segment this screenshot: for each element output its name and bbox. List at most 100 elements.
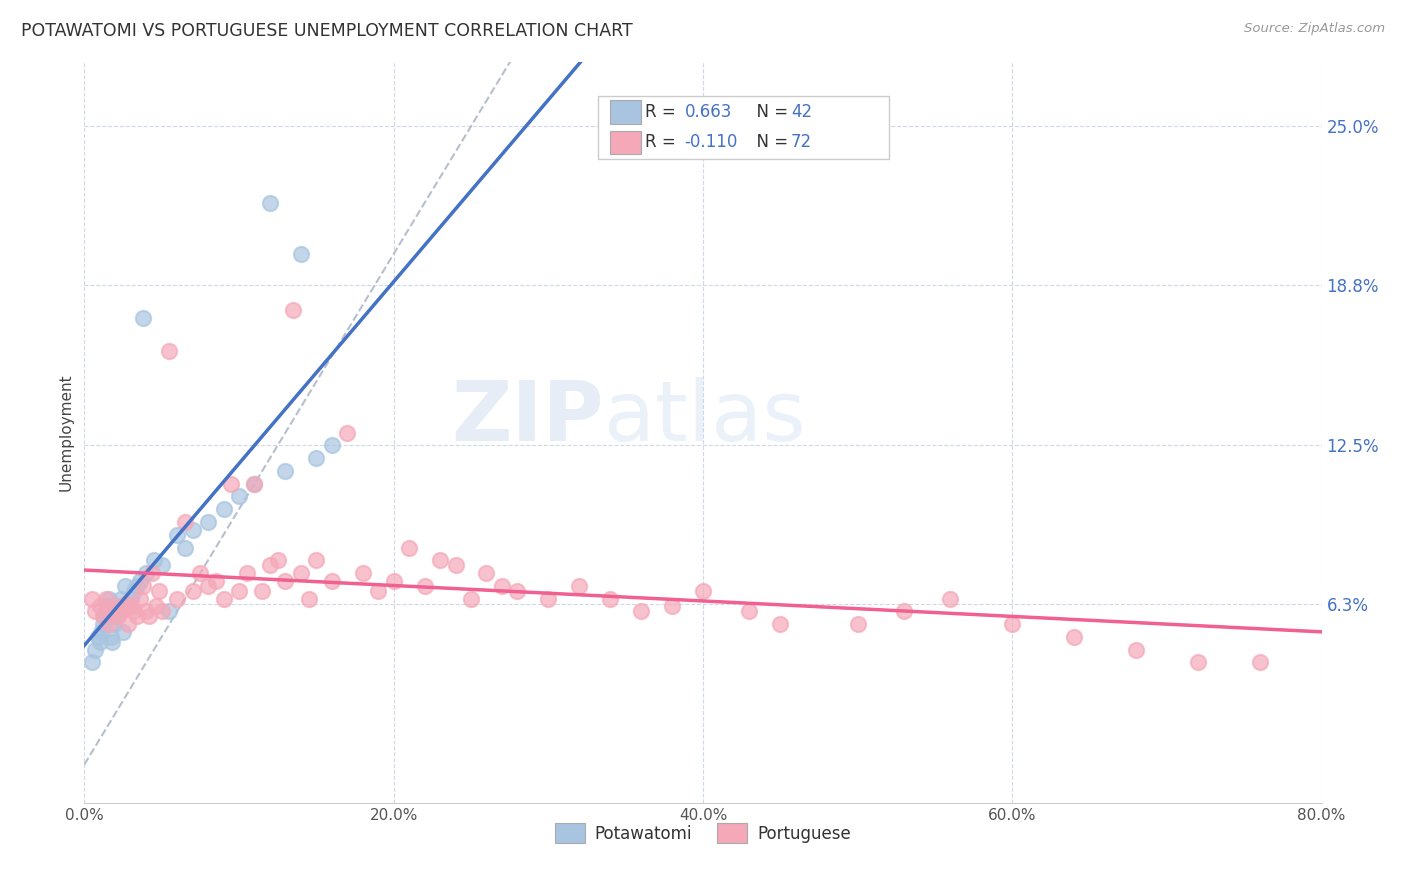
- Point: [91, 609, 114, 624]
- Point: [150, 604, 173, 618]
- Point: [129, 574, 152, 588]
- Point: [398, 541, 420, 555]
- Text: 0.663: 0.663: [685, 103, 731, 121]
- Point: [107, 609, 129, 624]
- Point: [181, 583, 204, 598]
- Point: [103, 617, 125, 632]
- Point: [174, 541, 197, 555]
- Point: [599, 591, 621, 606]
- Point: [1249, 656, 1271, 670]
- Point: [117, 617, 139, 632]
- Text: POTAWATOMI VS PORTUGUESE UNEMPLOYMENT CORRELATION CHART: POTAWATOMI VS PORTUGUESE UNEMPLOYMENT CO…: [21, 22, 633, 40]
- Point: [82, 656, 104, 670]
- Text: N =: N =: [747, 134, 793, 152]
- Point: [305, 451, 328, 466]
- Point: [321, 574, 343, 588]
- Point: [110, 604, 132, 618]
- Point: [281, 303, 305, 318]
- Point: [96, 599, 118, 614]
- Point: [174, 515, 197, 529]
- Point: [114, 597, 136, 611]
- Point: [444, 558, 467, 573]
- Text: ZIP: ZIP: [451, 377, 605, 458]
- Point: [122, 583, 145, 598]
- Legend: Potawatomi, Portuguese: Potawatomi, Portuguese: [548, 816, 858, 850]
- Point: [1063, 630, 1085, 644]
- Point: [1125, 642, 1147, 657]
- Point: [212, 502, 235, 516]
- Text: N =: N =: [747, 103, 793, 121]
- Point: [138, 609, 160, 624]
- Text: Source: ZipAtlas.com: Source: ZipAtlas.com: [1244, 22, 1385, 36]
- Point: [250, 583, 273, 598]
- Point: [107, 599, 129, 614]
- Point: [305, 553, 328, 567]
- Point: [1001, 617, 1024, 632]
- Point: [89, 635, 111, 649]
- Point: [181, 523, 204, 537]
- Bar: [610, 130, 641, 154]
- Y-axis label: Unemployment: Unemployment: [58, 374, 73, 491]
- Point: [382, 574, 405, 588]
- Point: [537, 591, 560, 606]
- Point: [506, 583, 529, 598]
- Point: [135, 566, 157, 580]
- Point: [114, 579, 136, 593]
- Point: [290, 247, 312, 261]
- Point: [228, 583, 250, 598]
- Point: [132, 579, 155, 593]
- Bar: [610, 100, 641, 124]
- Point: [132, 310, 155, 325]
- Point: [148, 583, 170, 598]
- Point: [460, 591, 482, 606]
- Point: [94, 591, 117, 606]
- Text: R =: R =: [645, 103, 681, 121]
- Text: atlas: atlas: [605, 377, 806, 458]
- Point: [692, 583, 714, 598]
- Point: [661, 599, 683, 614]
- Point: [235, 566, 259, 580]
- Point: [145, 599, 167, 614]
- Text: 42: 42: [790, 103, 813, 121]
- Point: [143, 553, 166, 567]
- Point: [166, 591, 188, 606]
- Point: [243, 476, 266, 491]
- Point: [491, 579, 513, 593]
- Point: [367, 583, 389, 598]
- Point: [630, 604, 652, 618]
- Point: [159, 343, 180, 358]
- Point: [100, 630, 122, 644]
- Text: 72: 72: [790, 134, 813, 152]
- Point: [1187, 656, 1209, 670]
- Point: [243, 476, 266, 491]
- Point: [84, 642, 107, 657]
- Point: [197, 515, 219, 529]
- Point: [122, 604, 145, 618]
- Point: [413, 579, 436, 593]
- Point: [110, 591, 132, 606]
- Point: [159, 604, 180, 618]
- Point: [267, 553, 290, 567]
- Point: [212, 591, 235, 606]
- Point: [125, 609, 148, 624]
- Point: [98, 591, 121, 606]
- Point: [112, 624, 135, 639]
- Point: [120, 599, 142, 614]
- Point: [336, 425, 359, 440]
- Point: [135, 604, 157, 618]
- Point: [84, 604, 107, 618]
- Point: [352, 566, 374, 580]
- Point: [117, 599, 139, 614]
- Point: [321, 438, 343, 452]
- Point: [290, 566, 312, 580]
- Text: -0.110: -0.110: [685, 134, 738, 152]
- Point: [150, 558, 173, 573]
- Point: [568, 579, 591, 593]
- Point: [738, 604, 761, 618]
- Point: [125, 579, 148, 593]
- Point: [101, 604, 124, 618]
- Point: [219, 476, 242, 491]
- Point: [259, 558, 281, 573]
- Text: R =: R =: [645, 134, 681, 152]
- Point: [141, 566, 163, 580]
